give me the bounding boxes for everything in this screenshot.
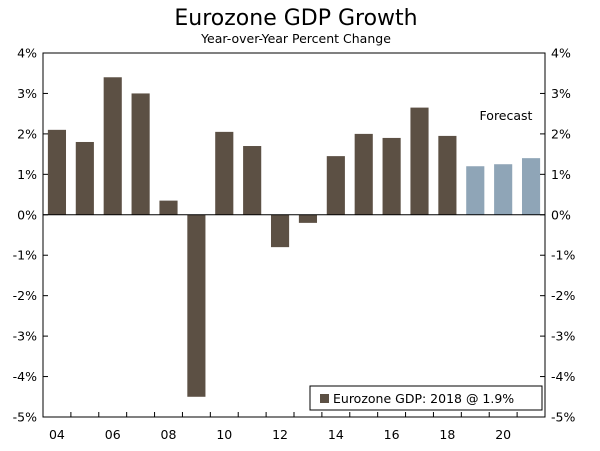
y-tick-label-left: -3% xyxy=(13,329,37,344)
y-tick-label-right: 1% xyxy=(551,167,571,182)
gdp-bar xyxy=(438,135,457,215)
legend-label: Eurozone GDP: 2018 @ 1.9% xyxy=(333,391,514,406)
gdp-bar xyxy=(354,133,373,215)
y-tick-label-right: 2% xyxy=(551,126,571,141)
gdp-bar xyxy=(131,93,150,215)
y-tick-label-left: 0% xyxy=(17,207,37,222)
x-tick-labels: 04 06 08 10 12 14 16 18 20 xyxy=(49,427,511,442)
gdp-bar xyxy=(75,141,94,215)
gdp-bar xyxy=(298,214,318,223)
y-tick-label-right: -4% xyxy=(551,369,575,384)
gdp-bar xyxy=(159,200,178,215)
gdp-bar xyxy=(326,156,345,215)
y-tick-label-left: -1% xyxy=(13,248,37,263)
y-tick-label-right: -3% xyxy=(551,329,575,344)
bars xyxy=(47,77,541,397)
gdp-bar xyxy=(47,129,67,215)
x-tick-label: 18 xyxy=(439,427,455,442)
gdp-bar xyxy=(270,214,290,248)
forecast-bar xyxy=(466,166,485,215)
gdp-bar xyxy=(215,131,234,215)
gdp-bar xyxy=(103,77,122,215)
x-tick-label: 04 xyxy=(49,427,65,442)
y-tick-label-right: -1% xyxy=(551,248,575,263)
y-tick-label-left: 4% xyxy=(17,46,37,61)
y-tick-label-right: -5% xyxy=(551,410,575,425)
gdp-bar xyxy=(410,107,429,215)
forecast-bar xyxy=(494,164,513,215)
chart-title: Eurozone GDP Growth xyxy=(174,6,417,31)
legend-swatch xyxy=(320,394,329,403)
y-tick-label-right: 4% xyxy=(551,46,571,61)
x-tick-label: 10 xyxy=(216,427,232,442)
chart-subtitle: Year-over-Year Percent Change xyxy=(200,31,391,46)
y-tick-label-left: -4% xyxy=(13,369,37,384)
gdp-bar xyxy=(187,214,206,397)
x-tick-label: 14 xyxy=(328,427,344,442)
gdp-bar xyxy=(243,146,262,215)
y-tick-label-left: 2% xyxy=(17,126,37,141)
axes xyxy=(42,52,546,418)
forecast-bar xyxy=(521,158,541,215)
x-tick-label: 06 xyxy=(105,427,121,442)
y-tick-label-left: -2% xyxy=(13,288,37,303)
x-tick-label: 12 xyxy=(272,427,288,442)
x-tick-label: 20 xyxy=(495,427,511,442)
y-tick-label-right: -2% xyxy=(551,288,575,303)
x-tick-label: 16 xyxy=(384,427,400,442)
gdp-bar xyxy=(382,137,401,215)
legend-box xyxy=(309,385,543,411)
y-tick-labels: 4% 4% 3% 3% 2% 2% 1% 1% 0% 0% -1% -1% -2% -2% -3% -3% -4… xyxy=(13,46,576,425)
y-tick-label-right: 0% xyxy=(551,207,571,222)
x-tick-label: 08 xyxy=(161,427,177,442)
y-tick-label-left: 3% xyxy=(17,86,37,101)
y-tick-label-left: 1% xyxy=(17,167,37,182)
forecast-annotation: Forecast xyxy=(480,108,533,123)
legend: Eurozone GDP: 2018 @ 1.9% xyxy=(309,385,543,411)
y-tick-label-left: -5% xyxy=(13,410,37,425)
y-tick-label-right: 3% xyxy=(551,86,571,101)
